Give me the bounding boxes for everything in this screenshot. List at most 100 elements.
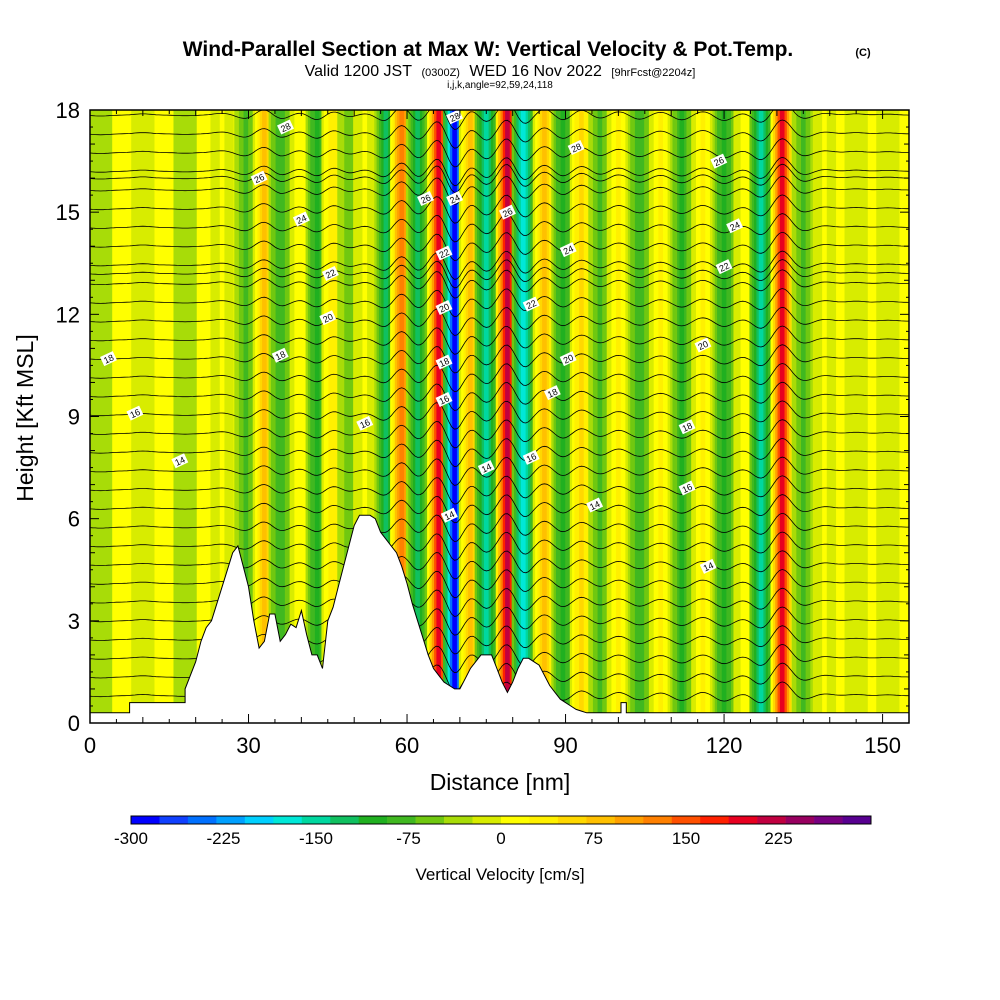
contour-label: 24 — [726, 218, 744, 234]
colorbar-tick-label: -150 — [299, 829, 333, 848]
contour-label: 20 — [694, 337, 712, 353]
chart-title: Wind-Parallel Section at Max W: Vertical… — [183, 38, 794, 61]
contour-label-text: 22 — [438, 247, 451, 260]
contour-label-text: 28 — [570, 141, 583, 154]
velocity-band — [579, 110, 584, 723]
contour-label-text: 20 — [696, 339, 709, 352]
colorbar-swatch — [472, 816, 502, 824]
velocity-band — [853, 110, 859, 723]
velocity-band — [637, 110, 642, 723]
velocity-band — [299, 110, 304, 723]
contour-label-text: 16 — [525, 451, 538, 464]
contour-label: 28 — [277, 119, 294, 135]
colorbar-frame — [130, 815, 872, 825]
isentrope-line — [90, 194, 909, 224]
contour-label-text: 14 — [173, 455, 186, 468]
colorbar-swatch — [785, 816, 815, 824]
contour-label: 26 — [710, 153, 728, 169]
valid-time-line: Valid 1200 JST (0300Z) WED 16 Nov 2022 [… — [305, 63, 696, 80]
velocity-band — [779, 110, 785, 723]
isentrope-line — [90, 259, 909, 289]
y-tick-label: 3 — [68, 609, 80, 634]
contour-label: 14 — [699, 558, 717, 574]
contour-label: 14 — [171, 453, 189, 469]
isentrope-line — [90, 494, 909, 524]
contour-label-text: 14 — [480, 461, 493, 474]
contour-label-text: 18 — [274, 349, 287, 362]
contour-label: 28 — [446, 110, 464, 125]
isentrope-line — [90, 400, 909, 430]
contour-label: 28 — [567, 139, 585, 155]
contour-label: 18 — [271, 347, 289, 363]
colorbar-ticks: -300 -225 -150 -75 0 75 150 225 — [114, 829, 793, 848]
contour-label-text: 16 — [438, 393, 451, 406]
contour-label: 14 — [586, 497, 604, 513]
isentrope-line — [90, 119, 909, 149]
colorbar-label: Vertical Velocity [cm/s] — [415, 865, 584, 884]
contour-label: 22 — [321, 265, 339, 281]
x-axis-label: Distance [nm] — [430, 769, 571, 795]
isentrope-line — [90, 363, 909, 393]
colorbar-swatch — [415, 816, 445, 824]
isentrope-line — [90, 250, 909, 280]
colorbar-swatch — [444, 816, 473, 824]
contour-label-text: 14 — [588, 499, 601, 512]
colorbar-swatch — [244, 816, 274, 824]
velocity-band — [330, 110, 336, 723]
velocity-band — [277, 110, 283, 723]
colorbar-swatch — [501, 816, 530, 824]
velocity-band — [468, 110, 473, 723]
colorbar-swatch — [814, 816, 843, 824]
colorbar-swatch — [700, 816, 729, 824]
contour-label-text: 22 — [718, 260, 731, 273]
velocity-band — [262, 110, 267, 723]
colorbar-swatch — [671, 816, 701, 824]
velocity-band — [658, 110, 663, 723]
valid-date: WED 16 Nov 2022 — [469, 63, 602, 80]
contour-label: 20 — [319, 310, 337, 326]
colorbar-swatch — [586, 816, 616, 824]
colorbar-swatch — [557, 816, 587, 824]
contour-label-text: 16 — [681, 482, 694, 495]
y-tick-label: 0 — [68, 711, 80, 736]
x-tick-label: 30 — [236, 733, 260, 758]
colorbar-swatch — [159, 816, 189, 824]
velocity-band — [219, 110, 225, 723]
contour-label-text: 24 — [562, 243, 575, 256]
contour-label: 22 — [435, 245, 453, 261]
grid-indices: i,j,k,angle=92,59,24,118 — [447, 80, 553, 91]
velocity-band — [243, 110, 249, 723]
y-tick-label: 9 — [68, 405, 80, 430]
contour-label-text: 18 — [546, 386, 559, 399]
x-tick-label: 120 — [706, 733, 743, 758]
contour-label: 22 — [522, 296, 540, 312]
contour-label-text: 14 — [702, 560, 715, 573]
velocity-band — [800, 110, 806, 723]
isentrope-line — [90, 456, 909, 486]
colorbar-swatch — [387, 816, 416, 824]
velocity-band — [822, 110, 827, 723]
contour-label-text: 28 — [448, 111, 461, 124]
contour-label: 16 — [522, 449, 540, 465]
colorbar-tick-label: -300 — [114, 829, 148, 848]
contour-label-text: 26 — [419, 192, 432, 205]
velocity-band — [415, 110, 420, 723]
isentrope-line — [90, 163, 909, 193]
velocity-band — [560, 110, 566, 723]
contour-label: 20 — [435, 300, 453, 316]
velocity-band — [98, 110, 103, 723]
colorbar-tick-label: 225 — [764, 829, 792, 848]
colorbar-tick-label: 0 — [496, 829, 505, 848]
isentrope-line — [90, 512, 909, 543]
isentrope-line — [90, 325, 909, 355]
velocity-band — [452, 110, 457, 723]
contour-label-text: 18 — [438, 356, 451, 369]
contour-label-text: 26 — [253, 172, 266, 185]
x-axis-ticks: 0 30 60 90 120 150 — [84, 110, 910, 758]
colorbar-swatch — [131, 816, 160, 824]
contour-label-text: 22 — [324, 267, 337, 280]
velocity-band — [679, 110, 685, 723]
contour-label-text: 20 — [321, 312, 334, 325]
contour-label: 18 — [435, 354, 453, 370]
